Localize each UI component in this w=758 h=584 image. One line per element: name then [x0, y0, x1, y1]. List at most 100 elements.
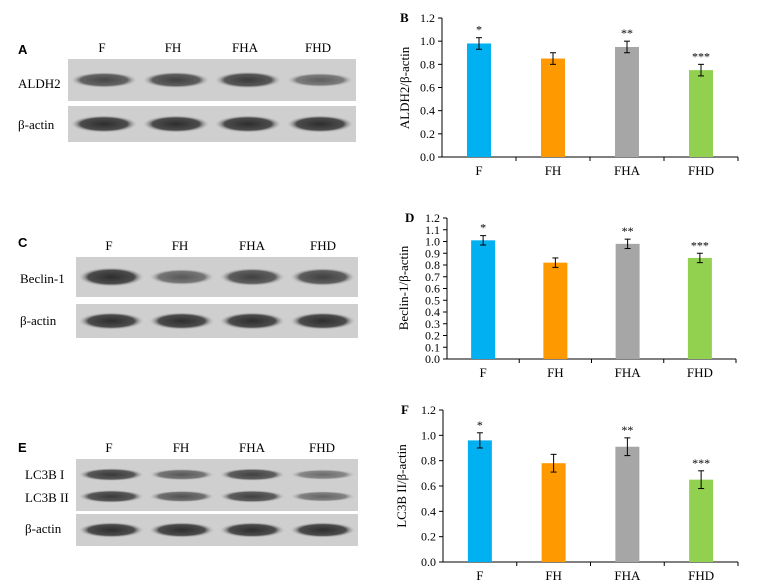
blot-band	[286, 115, 354, 133]
western-blot-e-actin	[76, 514, 358, 546]
x-tick-label: FH	[545, 568, 562, 583]
blot-band	[148, 468, 215, 481]
blot-band	[219, 312, 286, 330]
bar	[687, 257, 712, 359]
blot-band	[78, 312, 145, 330]
blot-band	[148, 268, 215, 286]
significance-marker: **	[621, 26, 633, 40]
bar	[615, 46, 639, 158]
panel-letter-c: C	[18, 235, 28, 250]
blot-row-label: β-actin	[25, 521, 62, 536]
blot-band	[214, 115, 282, 133]
blot-band	[289, 491, 356, 502]
significance-marker: *	[480, 221, 486, 235]
blot-band	[214, 71, 282, 89]
lane-label: FH	[171, 238, 189, 253]
western-blot-c-actin	[76, 304, 358, 338]
significance-marker: ***	[692, 49, 710, 63]
y-tick-label: 0.6	[420, 81, 435, 95]
blot-band	[289, 312, 356, 330]
panel-letter-a: A	[18, 42, 28, 57]
lane-label: FHA	[231, 40, 258, 55]
y-tick-label: 0.6	[421, 479, 436, 493]
y-tick-label: 0.7	[425, 270, 440, 284]
x-tick-label: F	[476, 568, 483, 583]
y-tick-label: 0.4	[425, 305, 440, 319]
lane-label: FHD	[304, 40, 331, 55]
lane-label: F	[98, 40, 106, 55]
blot-band	[70, 72, 138, 88]
bar	[615, 446, 640, 562]
y-tick-label: 0.0	[425, 352, 440, 366]
western-blot-a-actin	[68, 106, 356, 142]
y-tick-label: 0.2	[425, 329, 440, 343]
y-tick-label: 0.4	[421, 504, 436, 518]
bar	[471, 240, 496, 359]
significance-marker: **	[622, 224, 634, 238]
bar	[541, 463, 566, 562]
blot-band	[78, 522, 145, 538]
y-tick-label: 1.2	[421, 403, 436, 417]
significance-marker: *	[477, 418, 483, 432]
blot-band	[286, 72, 354, 88]
y-tick-label: 0.2	[420, 127, 435, 141]
lane-label: FH	[172, 440, 190, 455]
x-tick-label: FHA	[614, 163, 641, 178]
y-tick-label: 0.3	[425, 317, 440, 331]
y-tick-label: 0.8	[420, 57, 435, 71]
bar	[467, 440, 492, 562]
panel-letter: F	[401, 402, 409, 417]
bar	[689, 479, 714, 562]
bar	[689, 70, 713, 157]
blot-row-label: β-actin	[18, 117, 55, 132]
bar	[615, 243, 640, 359]
x-tick-label: FHD	[688, 568, 714, 583]
lane-label: FHA	[238, 238, 265, 253]
significance-marker: *	[476, 23, 482, 37]
bar	[467, 43, 491, 157]
y-tick-label: 0.5	[425, 293, 440, 307]
x-tick-label: FH	[547, 365, 564, 380]
y-tick-label: 0.2	[421, 530, 436, 544]
lane-label: FHA	[238, 440, 265, 455]
blot-band	[70, 115, 138, 133]
significance-marker: ***	[692, 456, 710, 470]
panel-letter-e: E	[18, 440, 27, 455]
blot-row-label: β-actin	[20, 313, 57, 328]
blot-band	[78, 489, 145, 503]
lane-label: FHD	[309, 238, 336, 253]
blot-band	[142, 71, 210, 89]
blot-row-label: ALDH2	[18, 76, 61, 91]
blot-band	[148, 312, 215, 330]
blot-band	[78, 468, 145, 482]
x-tick-label: FH	[545, 163, 562, 178]
y-tick-label: 0.4	[420, 104, 435, 118]
y-tick-label: 1.0	[421, 428, 436, 442]
y-tick-label: 0.0	[420, 150, 435, 164]
blot-band	[78, 267, 145, 287]
blot-band	[148, 490, 215, 503]
x-tick-label: FHD	[688, 163, 714, 178]
lane-label: F	[105, 238, 113, 253]
blot-row-label: LC3B I	[25, 467, 65, 482]
y-tick-label: 1.0	[420, 34, 435, 48]
blot-band	[289, 522, 356, 538]
y-tick-label: 0.0	[421, 555, 436, 569]
bar	[543, 262, 568, 359]
lane-label: FHD	[308, 440, 335, 455]
y-tick-label: 0.6	[425, 282, 440, 296]
bar	[541, 58, 565, 157]
x-tick-label: FHD	[687, 365, 713, 380]
y-tick-label: 1.0	[425, 235, 440, 249]
y-tick-label: 1.2	[425, 211, 440, 225]
panel-letter: D	[405, 210, 414, 225]
lane-label: F	[105, 440, 113, 455]
blot-band	[219, 468, 286, 481]
y-tick-label: 0.8	[425, 258, 440, 272]
blot-band	[142, 115, 210, 133]
blot-band	[219, 267, 286, 287]
x-tick-label: FHA	[614, 568, 641, 583]
significance-marker: ***	[691, 238, 709, 252]
